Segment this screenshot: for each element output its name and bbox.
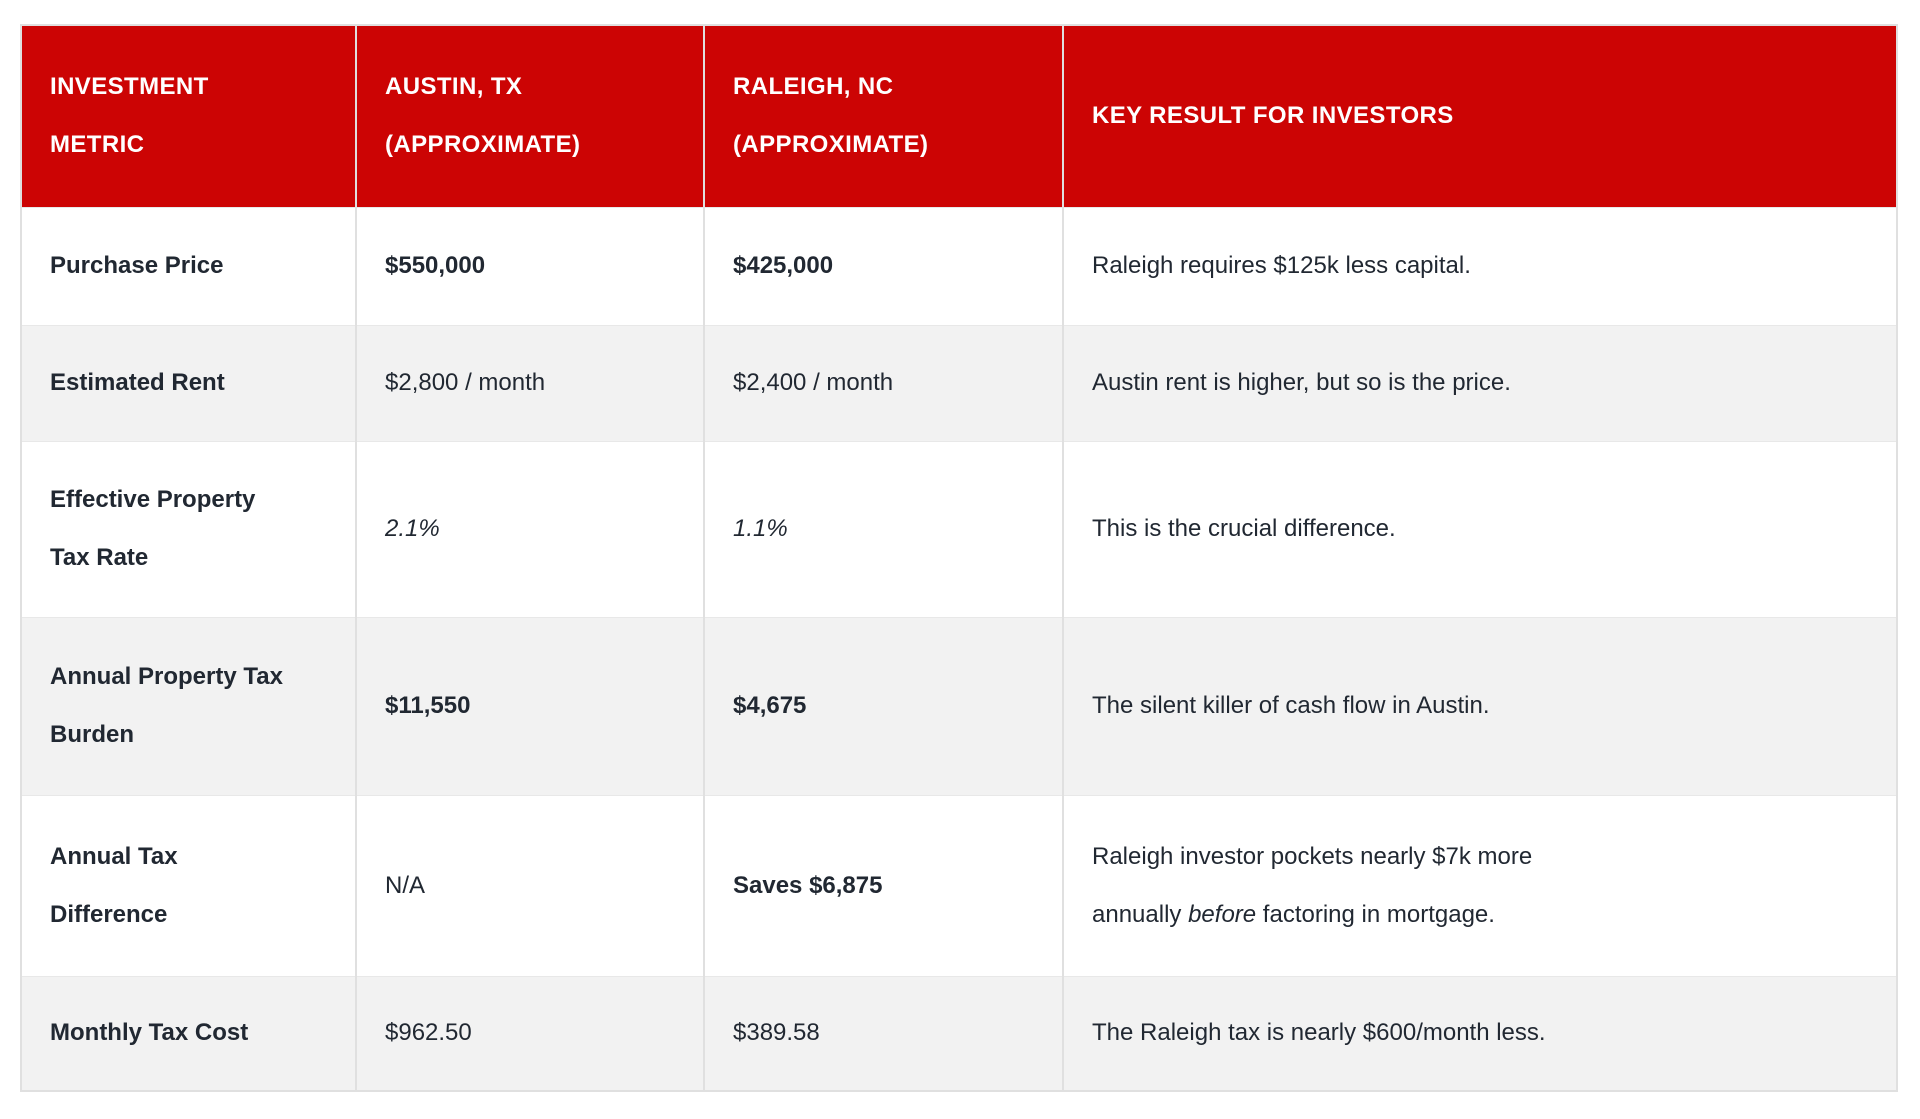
raleigh-value: $425,000	[703, 207, 1063, 325]
raleigh-value: $4,675	[703, 617, 1063, 795]
table-row-monthly-tax-cost: Monthly Tax Cost $962.50 $389.58 The Ral…	[21, 976, 1897, 1091]
raleigh-value: $2,400 / month	[703, 325, 1063, 441]
metric-label: Annual Property Tax Burden	[50, 663, 283, 748]
metric-label: Purchase Price	[50, 252, 224, 279]
austin-value: $11,550	[355, 617, 704, 795]
header-cell-key-result: KEY RESULT FOR INVESTORS	[1062, 25, 1897, 207]
metric-label: Monthly Tax Cost	[50, 1019, 249, 1047]
austin-value: N/A	[355, 795, 704, 976]
key-result-text: Raleigh requires $125k less capital.	[1062, 207, 1897, 325]
raleigh-value: Saves $6,875	[703, 795, 1063, 976]
metric-label: Annual Tax Difference	[50, 842, 178, 928]
key-result-text-part: factoring in mortgage.	[1256, 900, 1495, 928]
metric-label: Effective Property Tax Rate	[50, 486, 256, 571]
investment-comparison-table: INVESTMENT METRIC AUSTIN, TX (APPROXIMAT…	[20, 24, 1898, 1092]
table-row-purchase-price: Purchase Price $550,000 $425,000 Raleigh…	[21, 207, 1897, 325]
key-result-text: This is the crucial difference.	[1062, 441, 1897, 617]
header-cell-raleigh: RALEIGH, NC (APPROXIMATE)	[703, 25, 1063, 207]
key-result-text: The silent killer of cash flow in Austin…	[1062, 617, 1897, 795]
metric-label: Estimated Rent	[50, 369, 225, 396]
austin-value: $2,800 / month	[355, 325, 704, 441]
key-result-italic-word: before	[1188, 900, 1257, 928]
header-row: INVESTMENT METRIC AUSTIN, TX (APPROXIMAT…	[21, 25, 1897, 207]
key-result-text: Raleigh investor pockets nearly $7k more…	[1062, 795, 1897, 976]
comparison-table-container: INVESTMENT METRIC AUSTIN, TX (APPROXIMAT…	[20, 24, 1898, 1092]
austin-value: 2.1%	[355, 441, 704, 617]
header-cell-austin: AUSTIN, TX (APPROXIMATE)	[355, 25, 704, 207]
key-result-text-part: Raleigh investor pockets nearly $7k more…	[1092, 842, 1533, 928]
key-result-text: Austin rent is higher, but so is the pri…	[1062, 325, 1897, 441]
raleigh-value: 1.1%	[703, 441, 1063, 617]
table-row-estimated-rent: Estimated Rent $2,800 / month $2,400 / m…	[21, 325, 1897, 441]
austin-value: $550,000	[355, 207, 704, 325]
austin-value: $962.50	[355, 976, 704, 1091]
table-row-effective-tax-rate: Effective Property Tax Rate 2.1% 1.1% Th…	[21, 441, 1897, 617]
key-result-text: The Raleigh tax is nearly $600/month les…	[1062, 976, 1897, 1091]
table-row-annual-tax-burden: Annual Property Tax Burden $11,550 $4,67…	[21, 617, 1897, 795]
raleigh-value: $389.58	[703, 976, 1063, 1091]
table-row-annual-tax-difference: Annual Tax Difference N/A Saves $6,875 R…	[21, 795, 1897, 976]
header-cell-investment-metric: INVESTMENT METRIC	[21, 25, 356, 207]
